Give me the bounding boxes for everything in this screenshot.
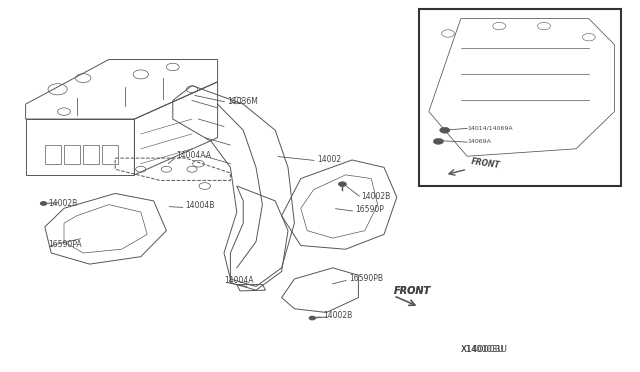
- Bar: [64, 145, 80, 164]
- Text: X140003U: X140003U: [461, 344, 508, 353]
- Text: 16590PA: 16590PA: [48, 240, 82, 249]
- Circle shape: [40, 202, 47, 205]
- Text: 14002B: 14002B: [323, 311, 353, 320]
- Text: 14004AA: 14004AA: [176, 151, 211, 160]
- Text: 14002B: 14002B: [362, 192, 391, 201]
- Text: 14036M: 14036M: [227, 97, 258, 106]
- Circle shape: [433, 138, 444, 144]
- Circle shape: [339, 182, 346, 186]
- Text: 14004A: 14004A: [224, 276, 253, 285]
- Text: FRONT: FRONT: [394, 286, 431, 296]
- Text: 14014/14069A: 14014/14069A: [467, 125, 513, 131]
- Text: FRONT: FRONT: [470, 157, 500, 170]
- Bar: [83, 145, 99, 164]
- Text: FRONT: FRONT: [394, 286, 431, 296]
- Bar: [102, 145, 118, 164]
- Circle shape: [309, 316, 316, 320]
- Bar: [45, 145, 61, 164]
- Text: 14002B: 14002B: [48, 199, 77, 208]
- Text: 16590PB: 16590PB: [349, 274, 383, 283]
- Text: X140003U: X140003U: [461, 344, 504, 353]
- Bar: [419, 9, 621, 186]
- Text: 14004B: 14004B: [186, 201, 215, 210]
- Text: 16590P: 16590P: [355, 205, 384, 214]
- Text: 14002: 14002: [317, 155, 341, 164]
- Circle shape: [440, 127, 450, 133]
- Text: 14069A: 14069A: [467, 139, 491, 144]
